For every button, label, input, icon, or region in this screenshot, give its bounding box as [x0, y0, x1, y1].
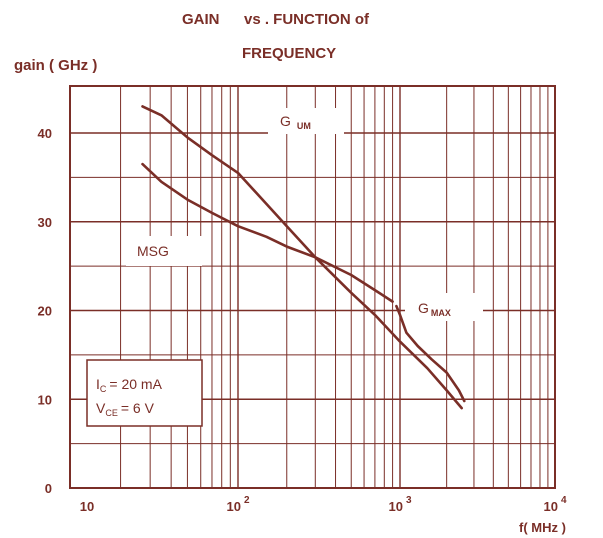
series-line-g-um	[141, 105, 463, 410]
x-tick-base: 10	[543, 499, 557, 514]
series-label: MSG	[137, 243, 169, 259]
x-tick-labels: 10 10 2 10 3 10 4	[80, 495, 567, 514]
series-label-bg	[126, 236, 202, 266]
x-tick-label: 10	[80, 499, 94, 514]
chart-title-gain: GAIN	[182, 11, 220, 28]
y-tick-labels: 0 10 20 30 40	[38, 126, 52, 496]
y-tick-label: 0	[45, 481, 52, 496]
chart-title-vs-function: vs . FUNCTION of	[244, 11, 370, 28]
y-tick-label: 40	[38, 126, 52, 141]
series-line-g-max	[395, 304, 466, 403]
chart-title-frequency: FREQUENCY	[242, 45, 336, 62]
x-tick-base: 10	[388, 499, 402, 514]
series-label-sub: MAX	[431, 308, 451, 318]
condition-ic-sub: C	[100, 384, 107, 394]
condition-vce: VCE = 6 V	[96, 400, 155, 418]
y-tick-label: 10	[38, 392, 52, 407]
x-tick-label: 10 2	[226, 495, 249, 514]
series-label-main: G	[418, 300, 429, 316]
y-tick-label: 30	[38, 215, 52, 230]
series-label-main: MSG	[137, 243, 169, 259]
x-axis-label: f( MHz )	[519, 520, 566, 535]
condition-ic-value: = 20 mA	[109, 376, 162, 392]
series-label-sub: UM	[297, 121, 311, 131]
x-tick-base: 10	[80, 499, 94, 514]
series-lines	[141, 105, 466, 410]
series-label-bg	[268, 108, 344, 134]
series-label: G UM	[280, 113, 311, 131]
x-tick-label: 10 4	[543, 495, 566, 514]
x-tick-exponent: 4	[561, 495, 567, 506]
x-tick-label: 10 3	[388, 495, 411, 514]
series-label-main: G	[280, 113, 291, 129]
condition-vce-value: = 6 V	[121, 400, 155, 416]
plot-frame	[69, 85, 556, 489]
series-line-msg	[141, 162, 394, 303]
x-tick-base: 10	[226, 499, 240, 514]
condition-box-frame	[86, 359, 203, 427]
condition-ic: IC = 20 mA	[96, 376, 163, 394]
x-tick-exponent: 3	[406, 495, 412, 506]
condition-box: IC = 20 mA VCE = 6 V	[86, 359, 203, 427]
series-label: G MAX	[418, 300, 451, 318]
y-tick-label: 20	[38, 304, 52, 319]
y-axis-label: gain ( GHz )	[14, 57, 97, 74]
condition-vce-main: V	[96, 400, 106, 416]
condition-vce-sub: CE	[105, 408, 118, 418]
series-label-bg	[405, 293, 483, 321]
condition-ic-main: I	[96, 376, 100, 392]
grid-lines	[70, 86, 555, 488]
x-tick-exponent: 2	[244, 495, 250, 506]
